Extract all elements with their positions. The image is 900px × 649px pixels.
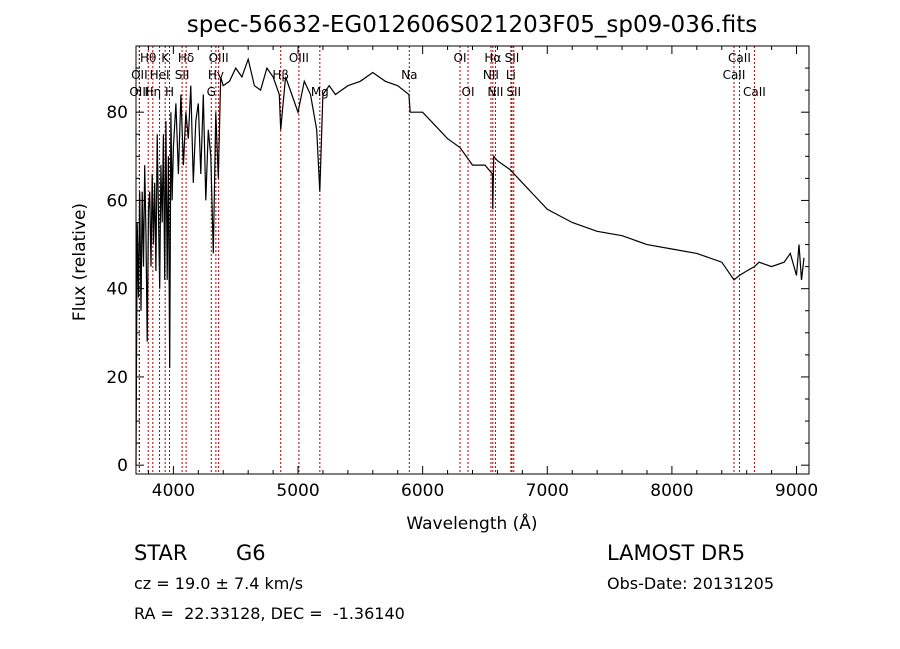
y-axis-label: Flux (relative)	[70, 203, 90, 321]
y-axis-ticks: 0 20 40 60 80	[106, 67, 809, 476]
line-label-11: G	[207, 85, 216, 99]
object-class: STAR	[134, 541, 188, 565]
plot-frame	[135, 45, 810, 475]
line-label-19: SII	[505, 51, 520, 65]
spectrum-line	[135, 57, 805, 466]
line-label-16: OI	[454, 51, 467, 65]
x-tick-label-0: 4000	[152, 481, 195, 501]
line-label-3: K	[161, 51, 170, 65]
observation-date: Obs-Date: 20131205	[607, 574, 775, 593]
line-label-9: OIII	[209, 51, 229, 65]
redshift-cz: cz = 19.0 ± 7.4 km/s	[134, 574, 304, 593]
y-tick-label-2: 40	[106, 280, 128, 300]
spectral-line-markers	[138, 46, 755, 474]
object-subclass: G6	[236, 541, 266, 565]
line-label-15: Na	[401, 68, 417, 82]
survey-name: LAMOST DR5	[607, 541, 746, 565]
x-axis-label: Wavelength (Å)	[406, 512, 537, 534]
line-label-7: H	[165, 85, 174, 99]
y-tick-label-1: 20	[106, 368, 128, 388]
y-tick-label-4: 80	[106, 103, 128, 123]
y-tick-label-0: 0	[117, 456, 128, 476]
chart-title: spec-56632-EG012606S021203F05_sp09-036.f…	[187, 12, 758, 38]
line-label-1: OII	[131, 68, 148, 82]
line-label-2: OIII	[129, 85, 149, 99]
line-label-4: HeI	[150, 68, 170, 82]
x-tick-label-3: 7000	[526, 481, 569, 501]
line-label-21: Li	[506, 68, 516, 82]
line-label-24: CaII	[728, 51, 751, 65]
y-tick-label-3: 60	[106, 191, 128, 211]
line-label-25: CaII	[723, 68, 746, 82]
line-label-0: Hθ	[140, 51, 156, 65]
x-tick-label-2: 6000	[401, 481, 444, 501]
line-label-14: Mg	[311, 85, 329, 99]
line-label-22: NII	[487, 85, 503, 99]
coordinates: RA = 22.33128, DEC = -1.36140	[134, 604, 405, 623]
x-tick-label-5: 9000	[775, 481, 818, 501]
line-label-10: Hγ	[208, 68, 224, 82]
line-label-5: Hη	[145, 85, 162, 99]
line-label-17: OI	[462, 85, 475, 99]
x-tick-label-4: 8000	[650, 481, 693, 501]
line-label-12: OIII	[289, 51, 309, 65]
x-tick-label-1: 5000	[276, 481, 319, 501]
line-label-20: NII	[483, 68, 499, 82]
line-label-26: CaII	[743, 85, 766, 99]
line-label-18: Hα	[484, 51, 501, 65]
x-axis-ticks: 4000 5000 6000 7000 8000 9000	[147, 46, 818, 501]
line-label-6: SII	[175, 68, 190, 82]
line-label-23: SII	[506, 85, 521, 99]
line-label-8: Hδ	[178, 51, 194, 65]
